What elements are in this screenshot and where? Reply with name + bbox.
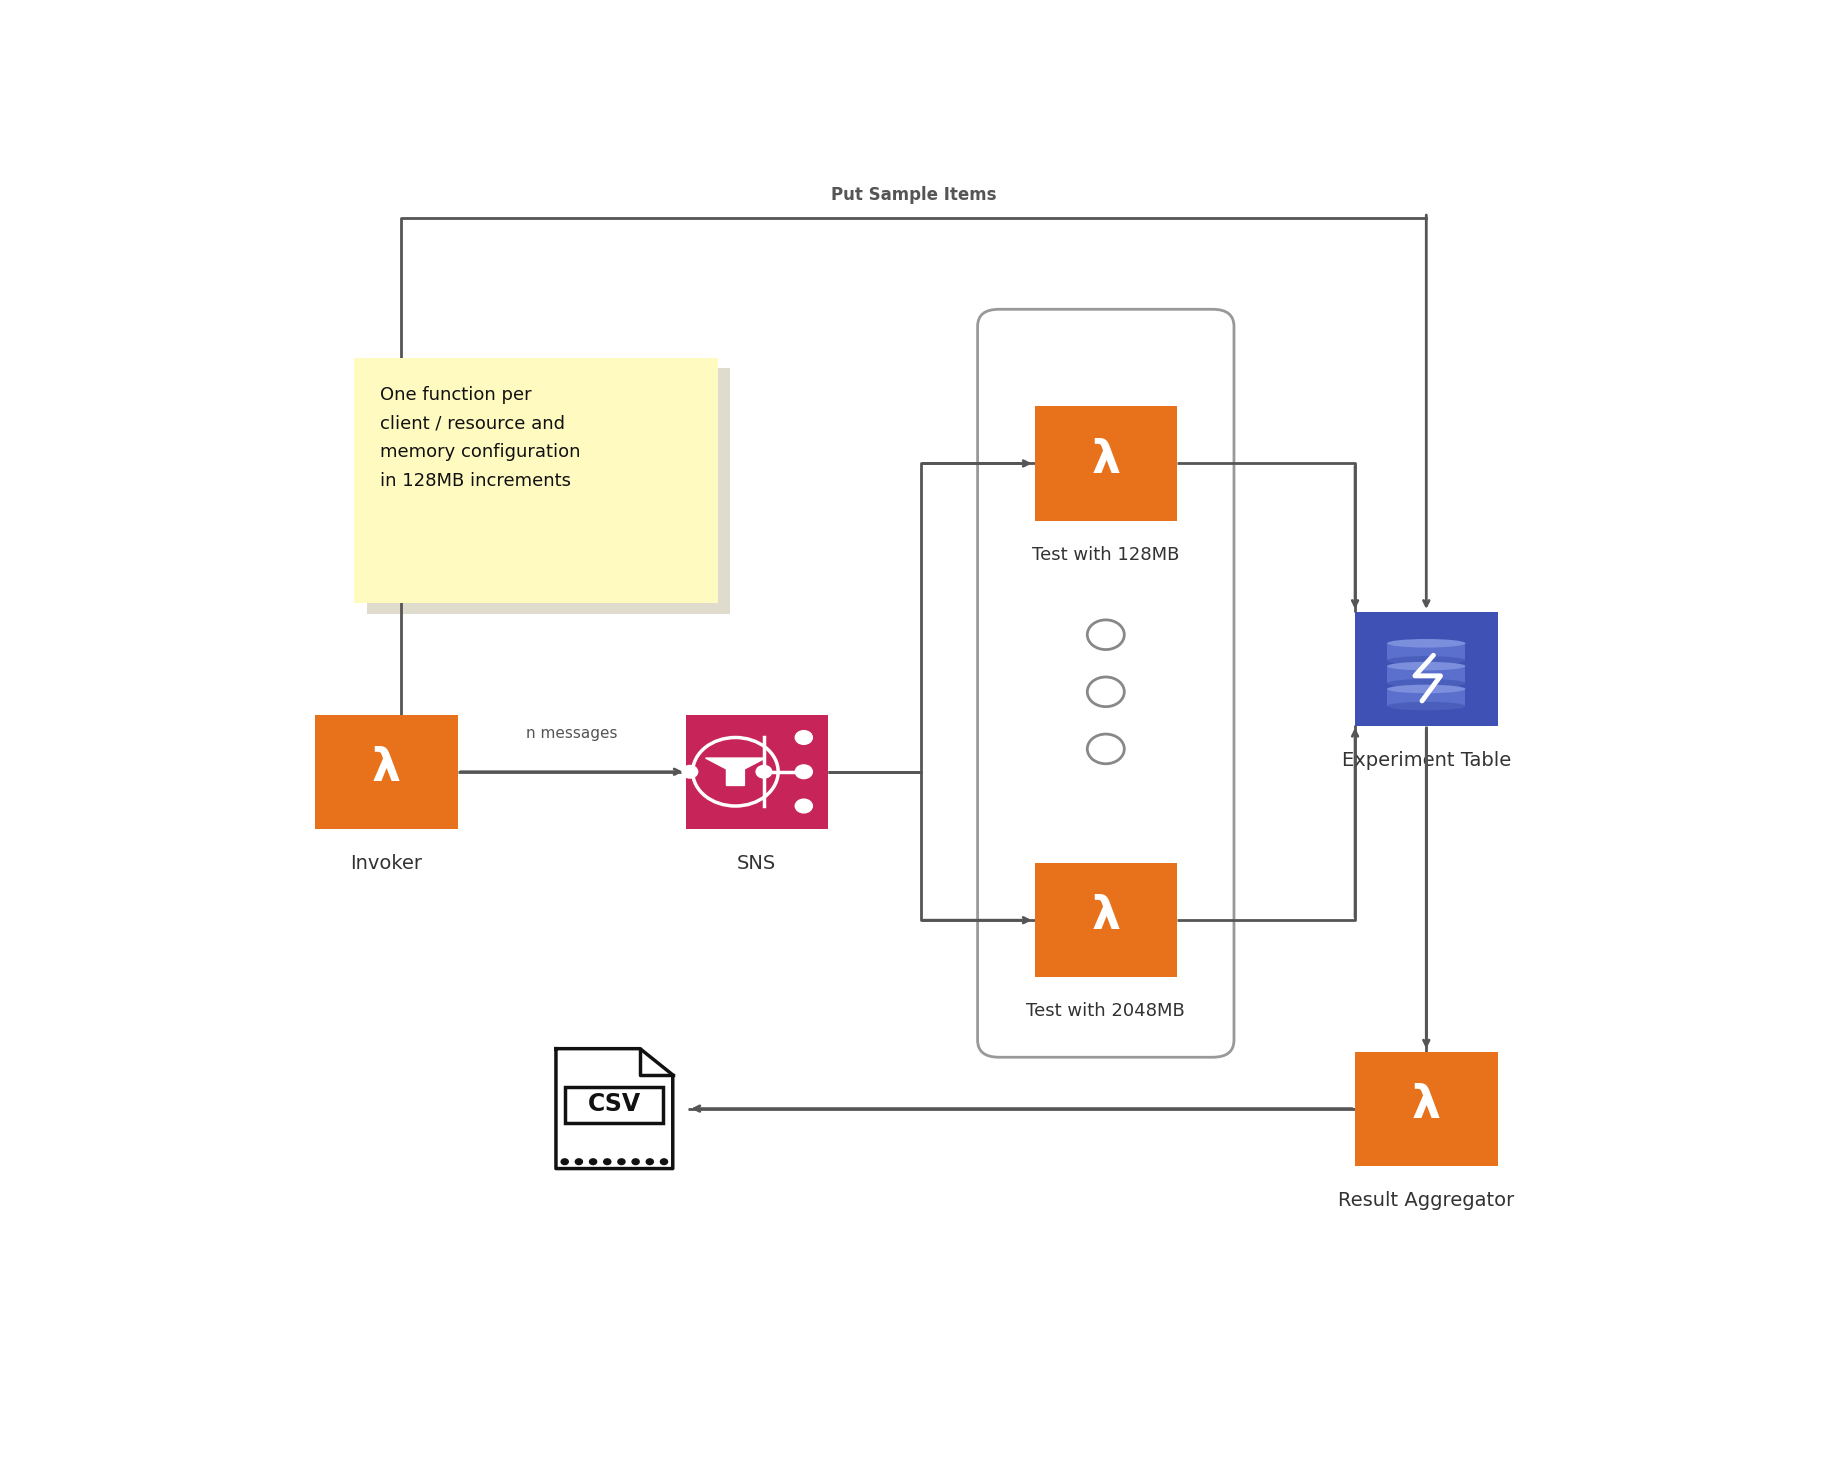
FancyBboxPatch shape bbox=[368, 368, 730, 614]
Text: Test with 128MB: Test with 128MB bbox=[1033, 546, 1180, 564]
FancyBboxPatch shape bbox=[978, 310, 1233, 1057]
FancyBboxPatch shape bbox=[1035, 406, 1176, 521]
Text: λ: λ bbox=[1092, 437, 1121, 482]
Circle shape bbox=[755, 765, 772, 779]
Circle shape bbox=[561, 1158, 568, 1164]
Circle shape bbox=[660, 1158, 667, 1164]
Circle shape bbox=[618, 1158, 625, 1164]
Text: λ: λ bbox=[1412, 1083, 1441, 1127]
Ellipse shape bbox=[1388, 639, 1465, 648]
Bar bbox=[1388, 690, 1465, 706]
Text: Invoker: Invoker bbox=[351, 854, 423, 873]
Text: Test with 2048MB: Test with 2048MB bbox=[1026, 1003, 1186, 1020]
Ellipse shape bbox=[1388, 685, 1465, 693]
FancyBboxPatch shape bbox=[1355, 612, 1498, 727]
Text: One function per
client / resource and
memory configuration
in 128MB increments: One function per client / resource and m… bbox=[380, 387, 581, 489]
Bar bbox=[1388, 644, 1465, 660]
Circle shape bbox=[603, 1158, 610, 1164]
Circle shape bbox=[796, 731, 812, 744]
Ellipse shape bbox=[1388, 661, 1465, 670]
Text: CSV: CSV bbox=[588, 1091, 641, 1115]
Text: λ: λ bbox=[371, 746, 401, 790]
Bar bbox=[1388, 666, 1465, 684]
Polygon shape bbox=[555, 1048, 673, 1169]
Ellipse shape bbox=[1388, 701, 1465, 710]
Circle shape bbox=[590, 1158, 597, 1164]
Text: Result Aggregator: Result Aggregator bbox=[1338, 1191, 1515, 1210]
Text: λ: λ bbox=[1092, 894, 1121, 939]
Circle shape bbox=[647, 1158, 652, 1164]
Circle shape bbox=[796, 765, 812, 779]
Circle shape bbox=[682, 765, 698, 779]
Polygon shape bbox=[706, 758, 765, 786]
Text: Experiment Table: Experiment Table bbox=[1342, 752, 1511, 770]
Ellipse shape bbox=[1388, 655, 1465, 664]
FancyBboxPatch shape bbox=[566, 1087, 664, 1123]
Text: SNS: SNS bbox=[737, 854, 776, 873]
Ellipse shape bbox=[1388, 679, 1465, 688]
Circle shape bbox=[796, 799, 812, 813]
FancyBboxPatch shape bbox=[355, 357, 717, 604]
FancyBboxPatch shape bbox=[316, 715, 458, 829]
FancyBboxPatch shape bbox=[1355, 1051, 1498, 1166]
Text: n messages: n messages bbox=[526, 725, 618, 742]
Circle shape bbox=[575, 1158, 583, 1164]
Circle shape bbox=[632, 1158, 640, 1164]
Text: Put Sample Items: Put Sample Items bbox=[831, 187, 996, 205]
FancyBboxPatch shape bbox=[686, 715, 829, 829]
FancyBboxPatch shape bbox=[1035, 863, 1176, 977]
